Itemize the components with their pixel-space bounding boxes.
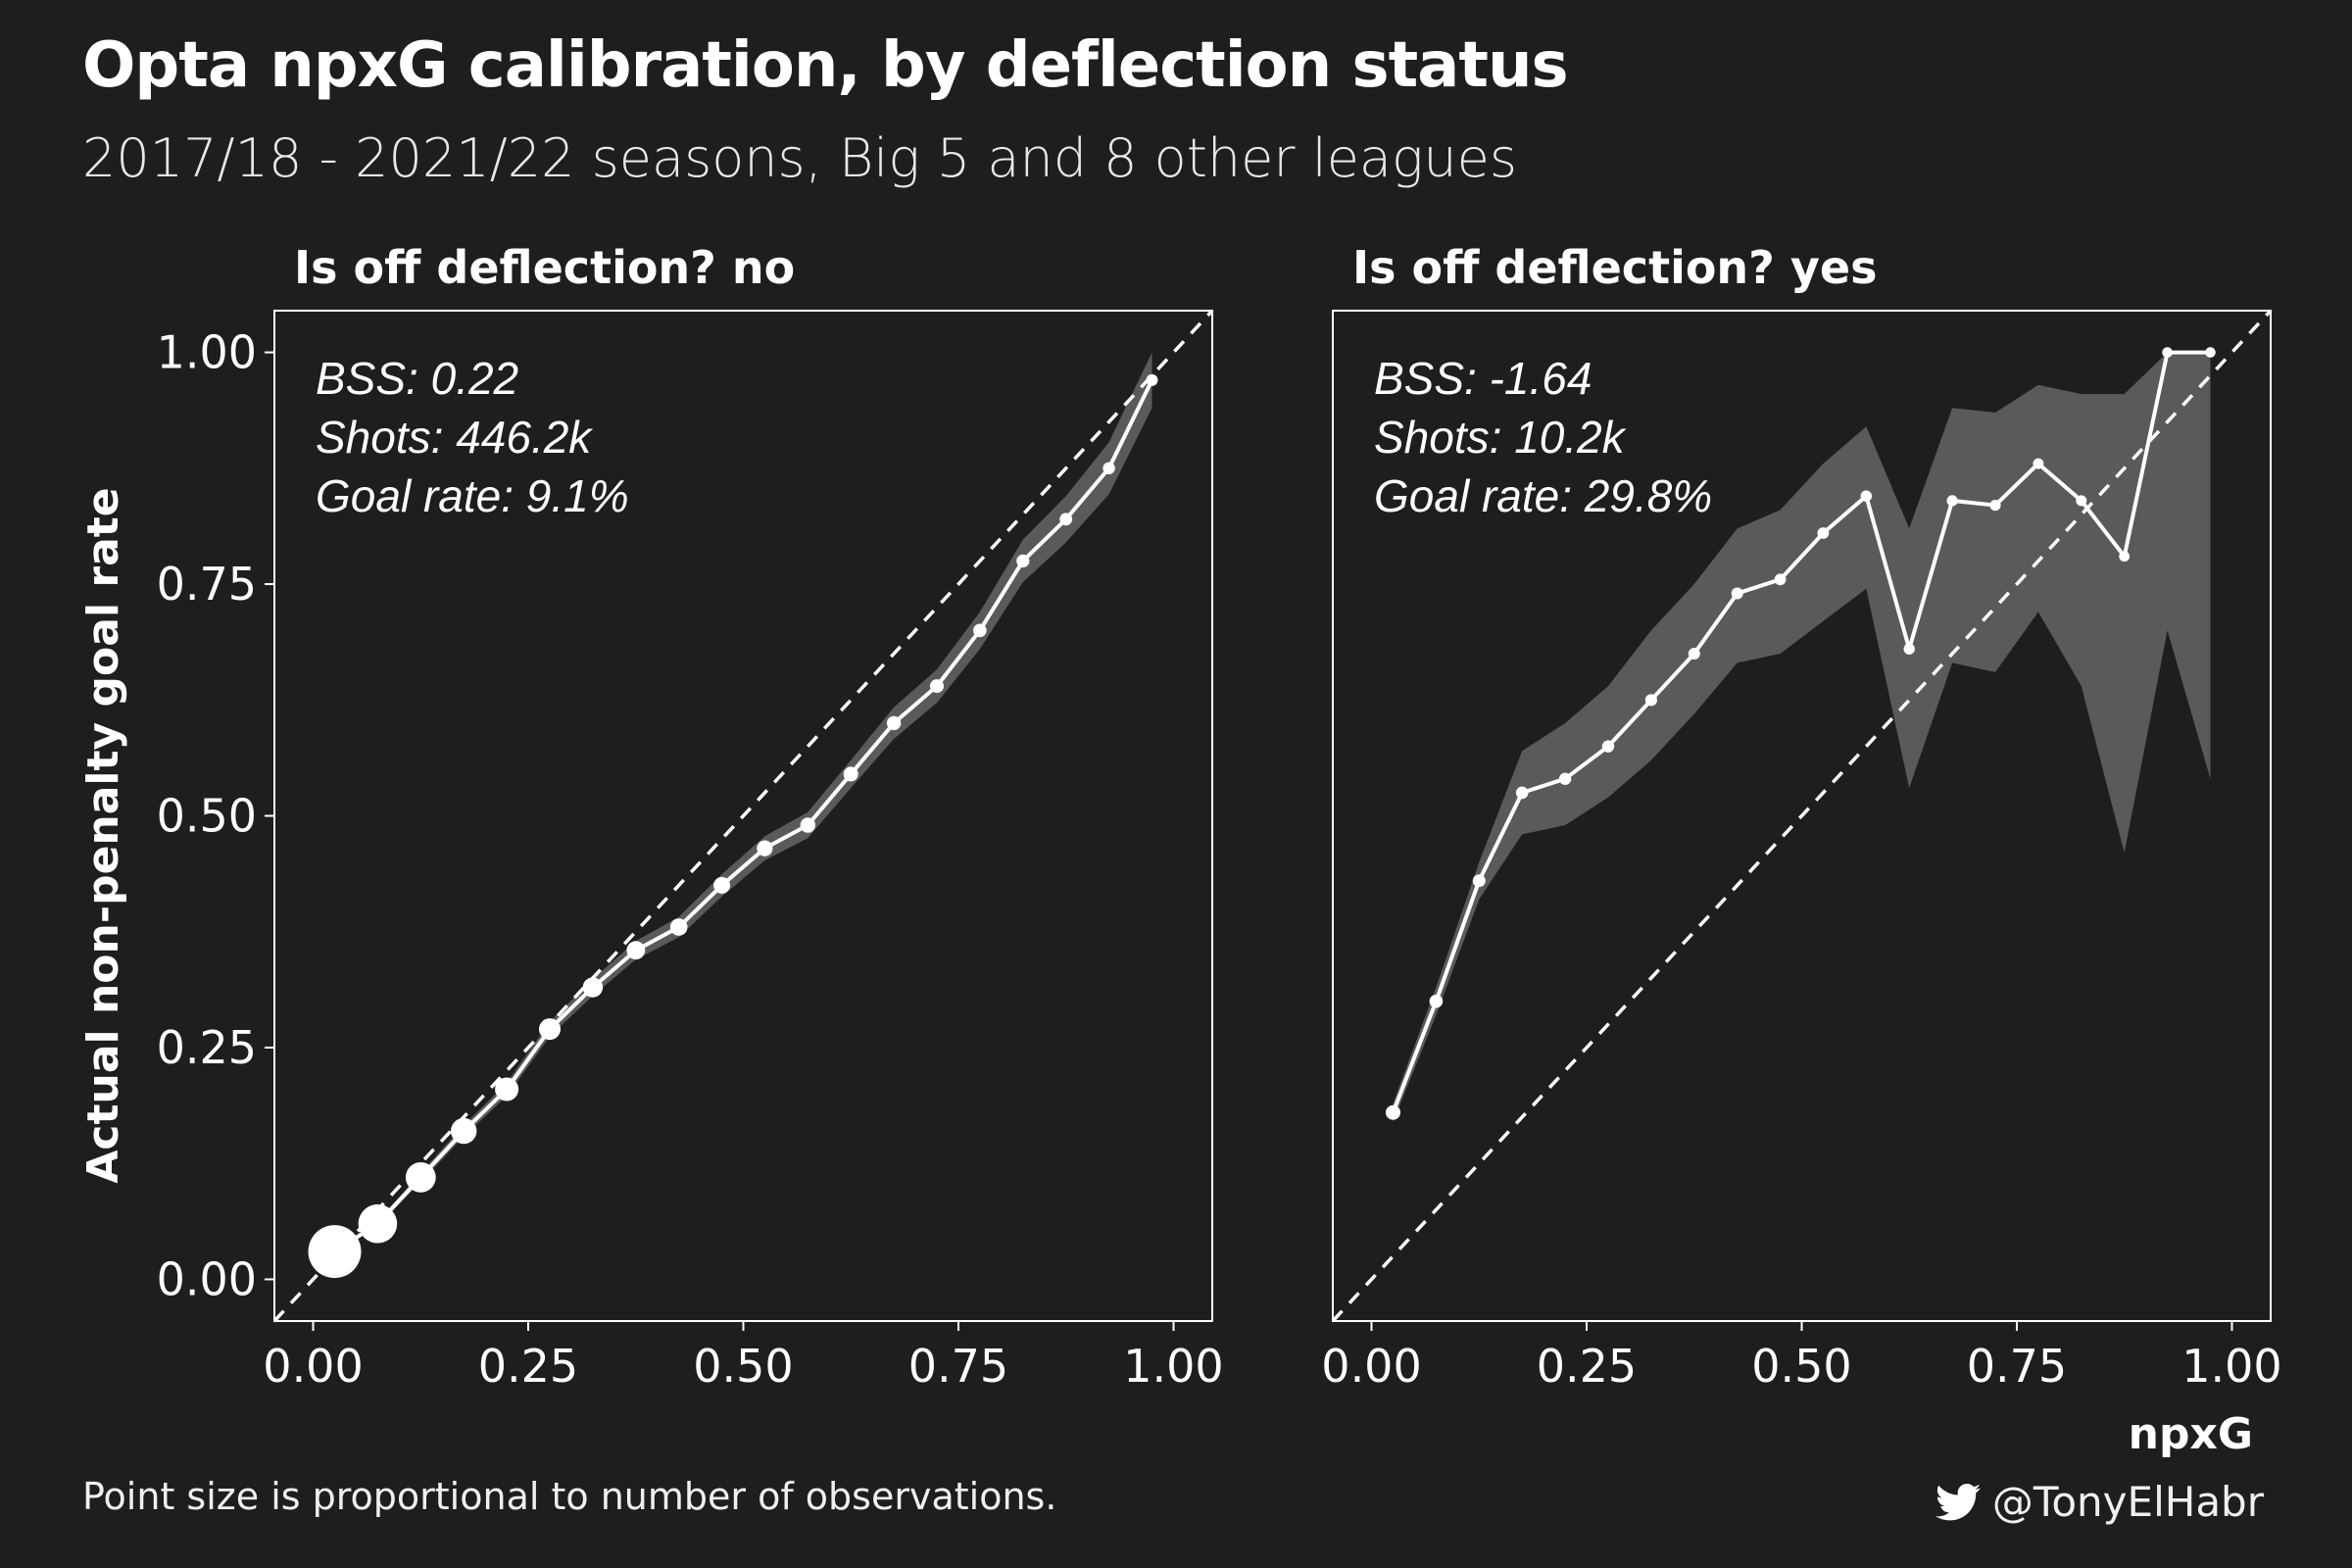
x-tick-label: 0.25 [478, 1340, 578, 1393]
stat-annotation: Goal rate: 9.1% [316, 470, 629, 521]
data-point [669, 918, 688, 936]
y-tick-label: 0.75 [157, 558, 257, 611]
x-axis-title: npxG [2129, 1409, 2253, 1459]
data-point [886, 715, 902, 731]
data-point [1558, 772, 1572, 785]
data-point [2076, 495, 2087, 507]
data-point [358, 1203, 398, 1244]
data-point [1102, 462, 1115, 474]
twitter-icon [1935, 1483, 1981, 1520]
data-point [713, 876, 731, 894]
data-point [2033, 458, 2044, 469]
data-point [1515, 786, 1529, 800]
data-point [1644, 694, 1657, 707]
data-point [973, 623, 987, 638]
data-point [1016, 554, 1030, 568]
author-credit[interactable]: @TonyElHabr [1935, 1478, 2264, 1526]
data-point [2205, 347, 2216, 358]
x-tick-label: 0.50 [693, 1340, 793, 1393]
data-point [757, 840, 773, 857]
chart-subtitle: 2017/18 - 2021/22 seasons, Big 5 and 8 o… [82, 127, 1518, 189]
stat-annotation: BSS: -1.64 [1374, 353, 1592, 404]
y-tick-label: 0.25 [157, 1021, 257, 1074]
data-point [800, 817, 815, 833]
data-point [1903, 643, 1915, 655]
data-point [1386, 1104, 1400, 1120]
chart-caption: Point size is proportional to number of … [82, 1475, 1057, 1518]
y-tick-label: 0.00 [157, 1252, 257, 1305]
data-point [1860, 490, 1873, 502]
x-tick-label: 0.50 [1751, 1340, 1851, 1393]
data-point [495, 1077, 519, 1102]
stat-annotation: Shots: 446.2k [316, 412, 593, 463]
x-tick-label: 0.75 [908, 1340, 1008, 1393]
y-tick-label: 0.50 [157, 790, 257, 843]
data-point [2119, 551, 2131, 563]
data-point [843, 766, 858, 782]
stat-annotation: Shots: 10.2k [1374, 412, 1627, 463]
data-point [1817, 527, 1830, 539]
y-axis-title: Actual non-penalty goal rate [78, 487, 128, 1183]
data-point [1688, 648, 1700, 660]
data-point [405, 1162, 436, 1193]
data-point [1601, 740, 1615, 753]
data-point [2162, 347, 2173, 358]
calibration-line [1391, 350, 2211, 1113]
reference-diagonal [1331, 309, 2273, 1323]
data-point [1472, 874, 1486, 888]
reference-diagonal [272, 309, 1214, 1323]
x-tick-label: 0.00 [263, 1340, 363, 1393]
x-tick-label: 0.75 [1967, 1340, 2067, 1393]
data-point [1429, 994, 1444, 1008]
stat-annotation: Goal rate: 29.8% [1374, 470, 1712, 521]
x-tick-label: 0.00 [1321, 1340, 1421, 1393]
x-tick-label: 1.00 [2181, 1340, 2281, 1393]
x-tick-label: 1.00 [1123, 1340, 1223, 1393]
x-tick-label: 0.25 [1537, 1340, 1637, 1393]
data-point [308, 1225, 362, 1279]
data-point [1146, 373, 1158, 386]
facet-label: Is off deflection? no [294, 241, 795, 294]
data-point [582, 977, 604, 998]
confidence-ribbon [1393, 352, 2211, 1122]
data-point [1989, 499, 2001, 512]
data-point [626, 941, 646, 960]
data-point [1731, 587, 1743, 600]
data-point [1059, 513, 1073, 526]
facet-label: Is off deflection? yes [1352, 241, 1877, 294]
data-point [451, 1117, 477, 1145]
stat-annotation: BSS: 0.22 [316, 353, 518, 404]
data-point [930, 679, 944, 694]
author-handle[interactable]: @TonyElHabr [1991, 1478, 2264, 1526]
chart-title: Opta npxG calibration, by deflection sta… [82, 29, 1569, 102]
y-tick-label: 1.00 [157, 326, 257, 379]
data-point [1774, 573, 1787, 586]
data-point [1946, 495, 1958, 507]
data-point [539, 1018, 561, 1041]
